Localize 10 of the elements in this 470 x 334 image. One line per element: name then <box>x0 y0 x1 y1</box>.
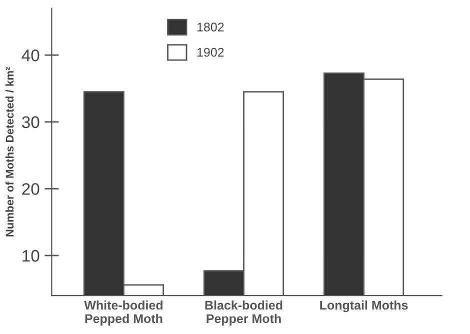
legend-label: 1902 <box>197 48 224 57</box>
y-tick-label: 10 <box>22 250 40 262</box>
legend-label: 1802 <box>197 22 224 32</box>
y-tick-label: 30 <box>22 116 40 128</box>
x-tick-label: Longtail Moths <box>320 300 408 312</box>
x-tick-label: Black-bodied Pepper Moth <box>205 300 282 326</box>
x-tick-label: White-bodied Pepped Moth <box>84 300 162 326</box>
y-tick-label: 40 <box>22 50 40 62</box>
y-tick-label: 20 <box>22 183 40 195</box>
y-axis-title: Number of Moths Detected / km² <box>5 67 14 236</box>
